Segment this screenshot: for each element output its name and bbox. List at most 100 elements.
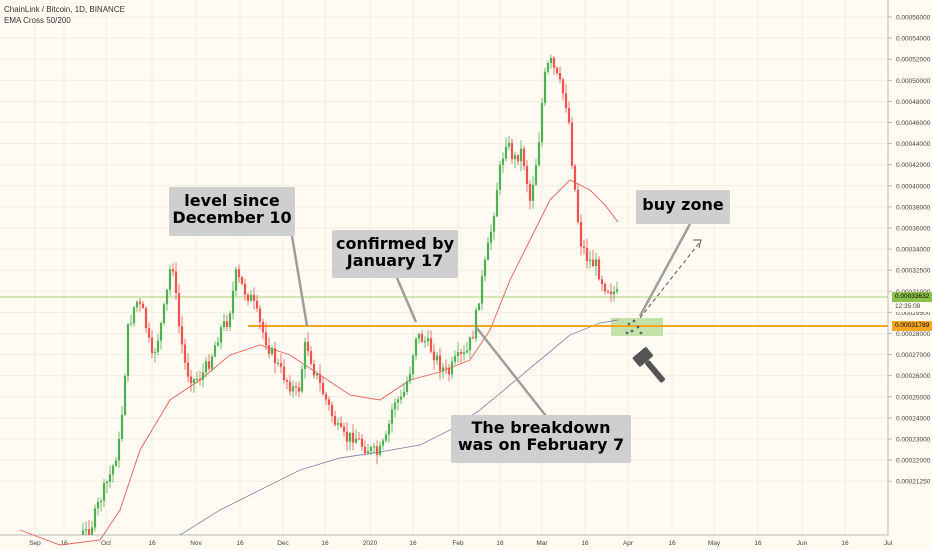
candle-body [504, 146, 508, 159]
candle-body [522, 148, 526, 167]
candle-body [426, 338, 430, 342]
candle-body [444, 367, 448, 369]
candle-body [501, 158, 505, 165]
candle-body [141, 303, 145, 309]
candle-body [534, 165, 538, 185]
x-tick-label: Apr [623, 540, 634, 547]
candle-body [216, 342, 220, 346]
x-tick-label: 16 [581, 540, 589, 547]
candle-body [330, 404, 334, 416]
candle-body [324, 394, 328, 400]
x-tick-label: Dec [277, 540, 289, 547]
candle-body [525, 166, 529, 185]
x-tick-label: May [708, 540, 721, 547]
candle-body [198, 378, 202, 380]
candle-body [297, 387, 301, 392]
candle-body [285, 380, 289, 382]
x-tick-label: 16 [409, 540, 417, 547]
candle-body [195, 378, 199, 380]
candle-body [222, 321, 226, 328]
candle-body [234, 269, 238, 291]
candle-body [414, 338, 418, 356]
candle-body [498, 164, 502, 190]
candle-body [174, 271, 178, 294]
candle-body [543, 71, 547, 103]
candle-body [357, 438, 361, 440]
candle-body [459, 352, 463, 354]
projection-arrow [639, 241, 701, 319]
candle-body [258, 308, 262, 322]
y-tick-label: 0.00052000 [896, 57, 931, 64]
candle-body [309, 351, 313, 364]
ema-200-line [179, 319, 619, 536]
candle-body [111, 465, 115, 475]
candle-body [606, 291, 610, 293]
candle-body [336, 423, 340, 425]
candle-body [375, 446, 379, 455]
candle-body [345, 431, 349, 442]
candle-body [150, 337, 154, 354]
x-tick-label: Oct [101, 540, 111, 547]
y-tick-label: 0.00038000 [896, 204, 931, 211]
candle-body [162, 304, 166, 324]
candle-body [492, 216, 496, 232]
pointer-confirmed [395, 277, 418, 323]
y-tick-label: 0.00056000 [896, 15, 931, 22]
candle-body [516, 155, 520, 162]
candle-body [600, 279, 604, 285]
candle-body [474, 309, 478, 339]
candle-body [207, 361, 211, 369]
candle-body [570, 122, 574, 166]
candle-body [462, 352, 466, 354]
candle-body [471, 337, 475, 339]
y-tick-label: 0.00054000 [896, 36, 931, 43]
x-tick-label: Nov [190, 540, 202, 547]
candle-body [603, 284, 607, 292]
candle-body [408, 373, 412, 382]
candle-body [537, 142, 541, 166]
candle-body [294, 386, 298, 388]
candle-body [315, 373, 319, 376]
candle-body [435, 355, 439, 361]
candle-body [564, 93, 568, 109]
candle-body [240, 277, 244, 284]
candle-body [126, 324, 130, 376]
candle-body [282, 366, 286, 381]
candles [81, 54, 619, 535]
candle-body [180, 326, 184, 345]
candle-body [132, 307, 136, 324]
projection-arrowhead [693, 239, 702, 249]
candle-body [264, 332, 268, 346]
candle-body [567, 108, 571, 123]
candle-body [366, 451, 370, 454]
candle-body [96, 502, 100, 509]
candle-body [129, 323, 133, 325]
candle-body [165, 289, 169, 305]
candle-body [582, 246, 586, 248]
candle-body [384, 434, 388, 441]
candle-body [387, 423, 391, 435]
candle-body [204, 361, 208, 373]
candle-body [549, 57, 553, 64]
candle-body [411, 355, 415, 374]
candle-body [483, 259, 487, 277]
candle-body [576, 189, 580, 222]
x-tick-label: 16 [236, 540, 244, 547]
pointer-breakdown [475, 326, 547, 417]
y-tick-label: 0.00036000 [896, 226, 931, 233]
candle-body [450, 361, 454, 375]
candle-body [360, 438, 364, 447]
x-tick-label: Feb [452, 540, 464, 547]
candle-body [300, 369, 304, 392]
candle-body [393, 402, 397, 410]
candle-body [447, 367, 451, 375]
x-tick-label: 16 [496, 540, 504, 547]
candle-body [90, 527, 94, 535]
candle-body [249, 294, 253, 301]
candle-body [390, 409, 394, 424]
candle-body [519, 148, 523, 162]
buy-zone-dots [625, 319, 643, 335]
y-tick-label: 0.00024000 [896, 415, 931, 422]
